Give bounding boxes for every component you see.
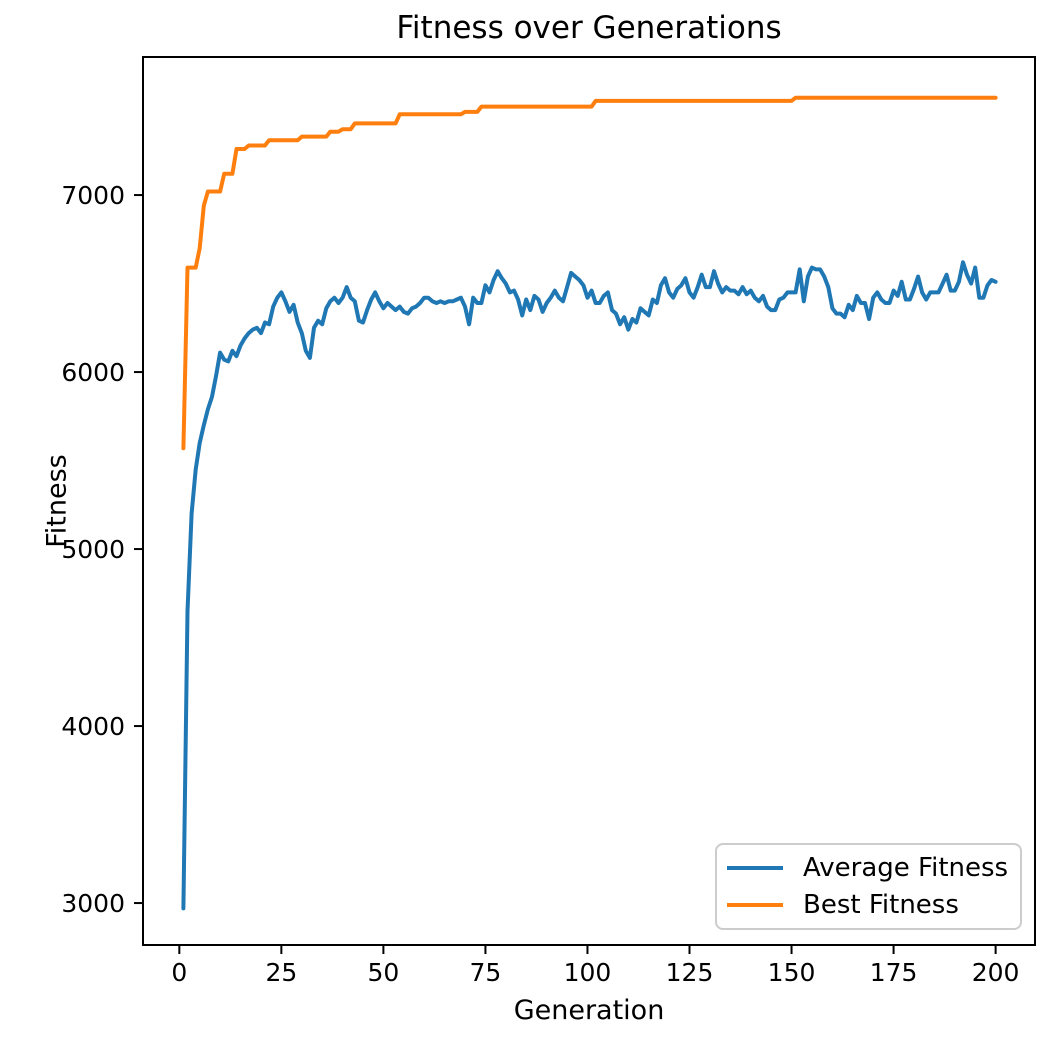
- legend-label-best-fitness: Best Fitness: [803, 890, 959, 921]
- legend-item-best-fitness: Best Fitness: [727, 890, 1020, 920]
- x-tick-label: 50: [367, 958, 400, 987]
- y-tick-label: 5000: [61, 535, 125, 565]
- line-best-fitness: [181, 95, 998, 451]
- y-tick-label: 6000: [61, 358, 125, 388]
- legend-line-sample-best-fitness: [727, 903, 783, 908]
- x-axis-label: Generation: [513, 995, 665, 1026]
- x-tick-label: 100: [563, 958, 612, 987]
- x-tick-label: 125: [665, 958, 714, 987]
- line-average-fitness: [181, 260, 998, 911]
- y-tick-label: 3000: [61, 889, 125, 919]
- x-tick-label: 200: [971, 958, 1020, 987]
- legend-item-average-fitness: Average Fitness: [727, 853, 1020, 883]
- y-tick-label: 7000: [61, 181, 125, 211]
- x-tick-label: 0: [171, 958, 188, 987]
- y-tick-label: 4000: [61, 712, 125, 742]
- legend-label-average-fitness: Average Fitness: [803, 852, 1009, 883]
- x-tick-label: 25: [265, 958, 298, 987]
- legend-line-sample-average-fitness: [727, 865, 783, 870]
- x-tick-label: 150: [767, 958, 816, 987]
- chart-title: Fitness over Generations: [396, 10, 782, 46]
- axes-frame: [142, 56, 1036, 946]
- legend: Average Fitness Best Fitness: [715, 843, 1022, 930]
- x-tick-label: 75: [469, 958, 502, 987]
- y-axis-label: Fitness: [41, 454, 73, 548]
- x-tick-label: 175: [869, 958, 918, 987]
